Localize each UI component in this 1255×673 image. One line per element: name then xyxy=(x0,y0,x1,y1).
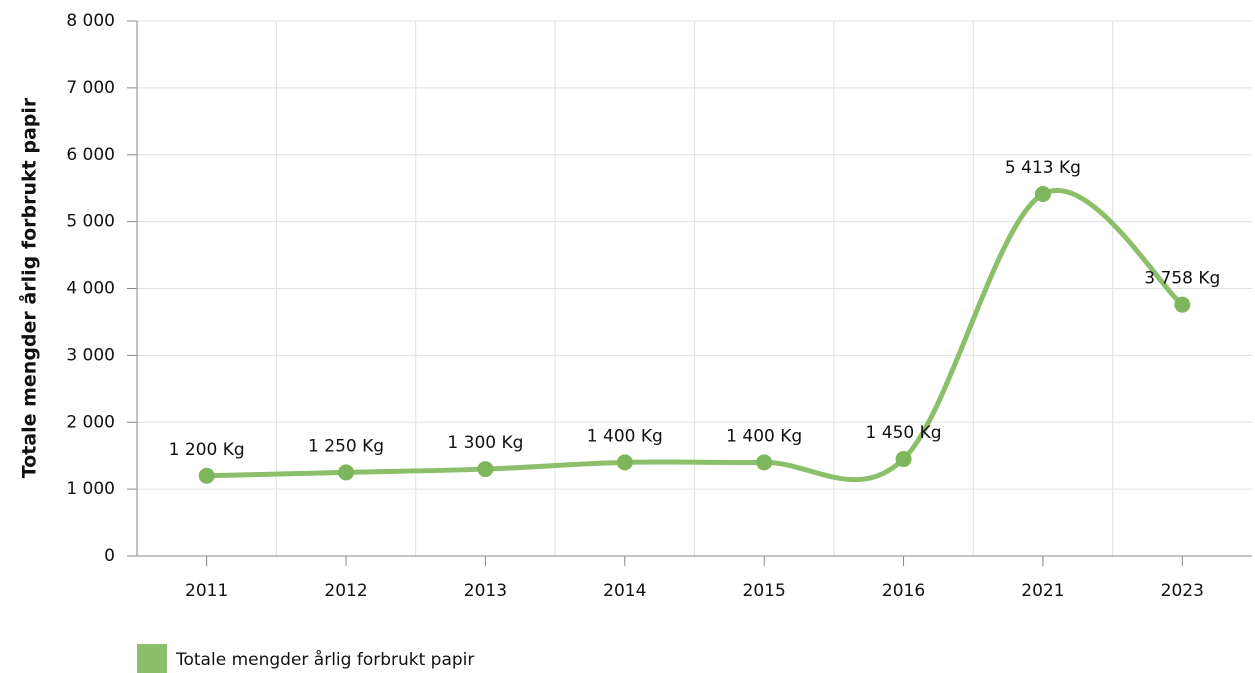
x-tick-label: 2023 xyxy=(1161,581,1204,601)
y-tick-label: 2 000 xyxy=(66,412,115,432)
data-label: 3 758 Kg xyxy=(1144,269,1220,289)
point xyxy=(477,461,494,478)
x-tick-label: 2021 xyxy=(1021,581,1064,601)
y-tick-label: 1 000 xyxy=(66,479,115,499)
point xyxy=(895,451,912,468)
data-label: 5 413 Kg xyxy=(1005,158,1081,178)
point xyxy=(198,467,215,484)
point xyxy=(1034,186,1051,203)
data-label: 1 400 Kg xyxy=(587,426,663,446)
legend-label: Totale mengder årlig forbrukt papir xyxy=(175,649,474,670)
point xyxy=(616,454,633,471)
legend-swatch xyxy=(137,644,167,673)
y-tick-label: 7 000 xyxy=(66,78,115,98)
x-tick-label: 2012 xyxy=(324,581,367,601)
x-tick-label: 2014 xyxy=(603,581,646,601)
y-tick-label: 5 000 xyxy=(66,212,115,232)
data-label: 1 300 Kg xyxy=(447,433,523,453)
y-tick-label: 8 000 xyxy=(66,11,115,31)
y-tick-label: 6 000 xyxy=(66,145,115,165)
y-axis-label: Totale mengder årlig forbrukt papir xyxy=(17,97,41,478)
point xyxy=(756,454,773,471)
y-tick-label: 3 000 xyxy=(66,345,115,365)
x-tick-label: 2011 xyxy=(185,581,228,601)
data-label: 1 250 Kg xyxy=(308,436,384,456)
point xyxy=(338,464,355,481)
point xyxy=(1174,296,1191,313)
data-label: 1 400 Kg xyxy=(726,426,802,446)
x-tick-label: 2016 xyxy=(882,581,925,601)
data-label: 1 450 Kg xyxy=(866,423,942,443)
x-tick-label: 2013 xyxy=(464,581,507,601)
y-tick-label: 4 000 xyxy=(66,279,115,299)
y-tick-label: 0 xyxy=(104,546,115,566)
data-label: 1 200 Kg xyxy=(169,440,245,460)
x-tick-label: 2015 xyxy=(743,581,786,601)
